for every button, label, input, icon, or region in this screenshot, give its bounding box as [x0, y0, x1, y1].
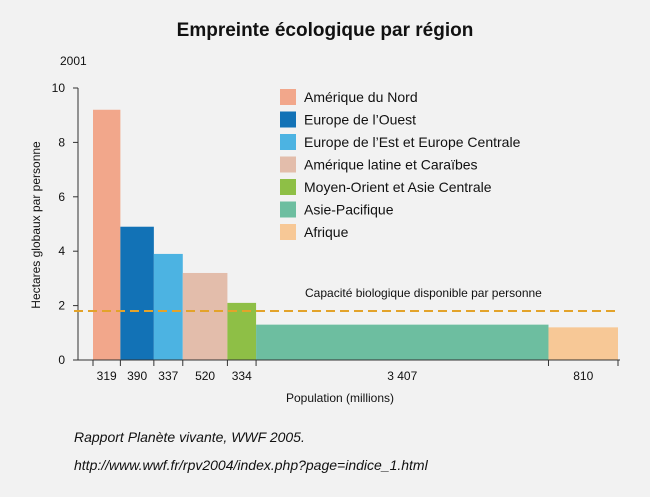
legend-label-2: Europe de l’Ouest [304, 112, 416, 128]
population-label: 319 [97, 369, 117, 383]
reference-line-label: Capacité biologique disponible par perso… [305, 286, 542, 300]
chart-plot: Hectares globaux par personne Population… [29, 81, 620, 405]
y-tick-label: 6 [58, 190, 65, 204]
population-label: 334 [232, 369, 252, 383]
source-citation: Rapport Planète vivante, WWF 2005. [74, 429, 305, 445]
y-axis-label: Hectares globaux par personne [29, 141, 43, 309]
source-url: http://www.wwf.fr/rpv2004/index.php?page… [74, 457, 428, 473]
legend-swatch-3 [280, 134, 296, 150]
legend-label-4: Amérique latine et Caraïbes [304, 157, 478, 173]
legend-swatch-2 [280, 111, 296, 128]
y-tick-label: 0 [58, 353, 65, 367]
y-tick-label: 8 [58, 135, 65, 149]
legend-label-7: Afrique [304, 224, 349, 240]
bar-4 [182, 272, 228, 360]
bar-1 [93, 109, 121, 360]
legend-label-3: Europe de l’Est et Europe Centrale [304, 134, 521, 150]
population-label: 810 [573, 369, 593, 383]
legend-swatch-5 [280, 179, 296, 195]
population-label: 3 407 [387, 369, 417, 383]
population-label: 390 [127, 369, 147, 383]
bar-6 [256, 324, 549, 360]
legend-label-6: Asie-Pacifique [304, 202, 394, 218]
legend-swatch-1 [280, 89, 296, 105]
bar-5 [227, 302, 257, 360]
legend-label-5: Moyen-Orient et Asie Centrale [304, 179, 492, 195]
chart-title: Empreinte écologique par région [176, 20, 474, 41]
chart-subtitle-year: 2001 [60, 54, 87, 68]
bar-7 [548, 327, 618, 360]
bar-2 [120, 226, 154, 360]
legend-swatch-4 [280, 156, 296, 173]
population-label: 520 [195, 369, 215, 383]
x-axis-label: Population (millions) [286, 391, 394, 405]
y-tick-label: 10 [52, 81, 66, 95]
y-tick-label: 2 [58, 299, 65, 313]
legend-swatch-7 [280, 224, 296, 240]
legend-label-1: Amérique du Nord [304, 89, 418, 105]
y-tick-label: 4 [58, 244, 65, 258]
bar-3 [153, 253, 183, 360]
population-label: 337 [158, 369, 178, 383]
legend-swatch-6 [280, 201, 296, 218]
